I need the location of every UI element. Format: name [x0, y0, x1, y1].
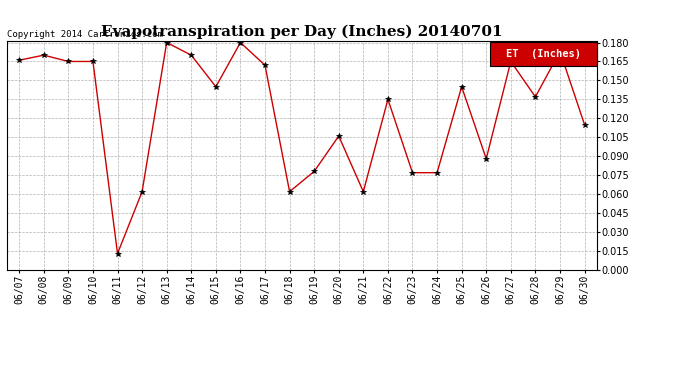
- Text: ET  (Inches): ET (Inches): [506, 49, 581, 59]
- Text: Copyright 2014 Cartronics.com: Copyright 2014 Cartronics.com: [7, 30, 163, 39]
- Title: Evapotranspiration per Day (Inches) 20140701: Evapotranspiration per Day (Inches) 2014…: [101, 24, 503, 39]
